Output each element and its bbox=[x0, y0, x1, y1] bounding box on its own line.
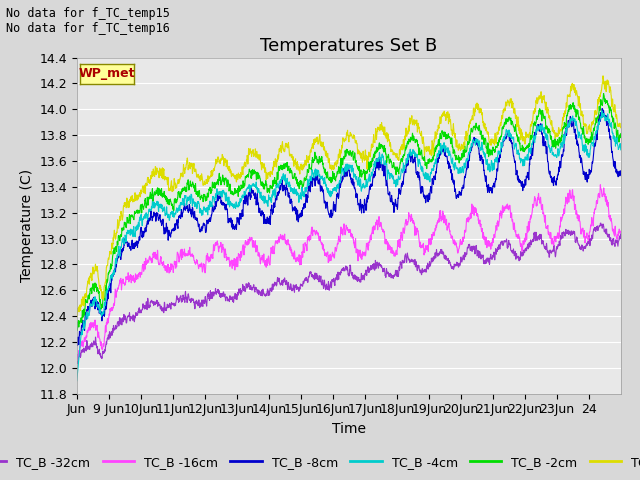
Line: TC_B -16cm: TC_B -16cm bbox=[77, 185, 621, 359]
TC_B -2cm bbox=[600, 91, 607, 96]
TC_B -16cm bbox=[74, 356, 81, 362]
TC_B -16cm bbox=[191, 258, 198, 264]
TC_B -2cm bbox=[502, 116, 509, 122]
TC_B -2cm bbox=[372, 150, 380, 156]
Legend: TC_B -32cm, TC_B -16cm, TC_B -8cm, TC_B -4cm, TC_B -2cm, TC_B +4cm: TC_B -32cm, TC_B -16cm, TC_B -8cm, TC_B … bbox=[0, 451, 640, 474]
TC_B +4cm bbox=[617, 125, 625, 131]
TC_B -2cm bbox=[184, 180, 191, 186]
TC_B -32cm bbox=[237, 290, 244, 296]
TC_B -2cm bbox=[116, 238, 124, 243]
TC_B +4cm bbox=[191, 167, 198, 173]
TC_B -16cm bbox=[116, 280, 124, 286]
TC_B -8cm bbox=[237, 213, 244, 219]
TC_B -2cm bbox=[237, 187, 244, 193]
TC_B -32cm bbox=[73, 359, 81, 364]
TC_B -2cm bbox=[617, 131, 625, 136]
Text: WP_met: WP_met bbox=[79, 67, 136, 81]
TC_B +4cm bbox=[502, 100, 509, 106]
TC_B -16cm bbox=[617, 229, 625, 235]
TC_B -8cm bbox=[73, 339, 81, 345]
TC_B -2cm bbox=[73, 327, 81, 333]
Line: TC_B +4cm: TC_B +4cm bbox=[77, 76, 621, 317]
TC_B -32cm bbox=[116, 315, 124, 321]
Text: No data for f_TC_temp16: No data for f_TC_temp16 bbox=[6, 22, 170, 35]
TC_B -4cm bbox=[190, 199, 198, 204]
TC_B -4cm bbox=[502, 132, 509, 138]
TC_B -4cm bbox=[236, 195, 244, 201]
TC_B -32cm bbox=[597, 220, 605, 226]
TC_B -16cm bbox=[73, 352, 81, 358]
TC_B +4cm bbox=[74, 314, 81, 320]
TC_B -8cm bbox=[598, 106, 606, 111]
Text: No data for f_TC_temp15: No data for f_TC_temp15 bbox=[6, 7, 170, 20]
TC_B -32cm bbox=[74, 360, 81, 366]
Line: TC_B -32cm: TC_B -32cm bbox=[77, 223, 621, 363]
TC_B -8cm bbox=[372, 163, 380, 168]
TC_B +4cm bbox=[599, 73, 607, 79]
TC_B -8cm bbox=[116, 248, 124, 253]
TC_B -16cm bbox=[372, 222, 380, 228]
TC_B -4cm bbox=[372, 159, 380, 165]
Y-axis label: Temperature (C): Temperature (C) bbox=[20, 169, 34, 282]
TC_B -32cm bbox=[184, 299, 191, 304]
X-axis label: Time: Time bbox=[332, 422, 366, 436]
TC_B -32cm bbox=[502, 239, 509, 245]
TC_B -16cm bbox=[502, 204, 509, 210]
TC_B +4cm bbox=[116, 214, 124, 220]
TC_B -32cm bbox=[372, 265, 380, 271]
Line: TC_B -4cm: TC_B -4cm bbox=[77, 111, 621, 381]
TC_B -16cm bbox=[237, 255, 244, 261]
Line: TC_B -8cm: TC_B -8cm bbox=[77, 108, 621, 346]
TC_B +4cm bbox=[73, 313, 81, 319]
TC_B -16cm bbox=[184, 253, 191, 259]
TC_B -2cm bbox=[191, 183, 198, 189]
TC_B -4cm bbox=[598, 108, 605, 114]
TC_B -4cm bbox=[116, 252, 124, 258]
TC_B -32cm bbox=[191, 302, 198, 308]
TC_B -32cm bbox=[617, 232, 625, 238]
TC_B -4cm bbox=[73, 378, 81, 384]
TC_B -8cm bbox=[191, 209, 198, 215]
TC_B +4cm bbox=[237, 172, 244, 178]
Title: Temperatures Set B: Temperatures Set B bbox=[260, 36, 437, 55]
TC_B -16cm bbox=[596, 182, 604, 188]
TC_B -8cm bbox=[73, 343, 81, 348]
TC_B -4cm bbox=[617, 147, 625, 153]
Line: TC_B -2cm: TC_B -2cm bbox=[77, 94, 621, 330]
TC_B -2cm bbox=[73, 326, 81, 332]
TC_B -4cm bbox=[183, 199, 191, 205]
TC_B +4cm bbox=[372, 130, 380, 135]
TC_B -8cm bbox=[184, 203, 191, 208]
TC_B -8cm bbox=[617, 168, 625, 174]
TC_B -8cm bbox=[502, 136, 509, 142]
TC_B +4cm bbox=[184, 155, 191, 161]
